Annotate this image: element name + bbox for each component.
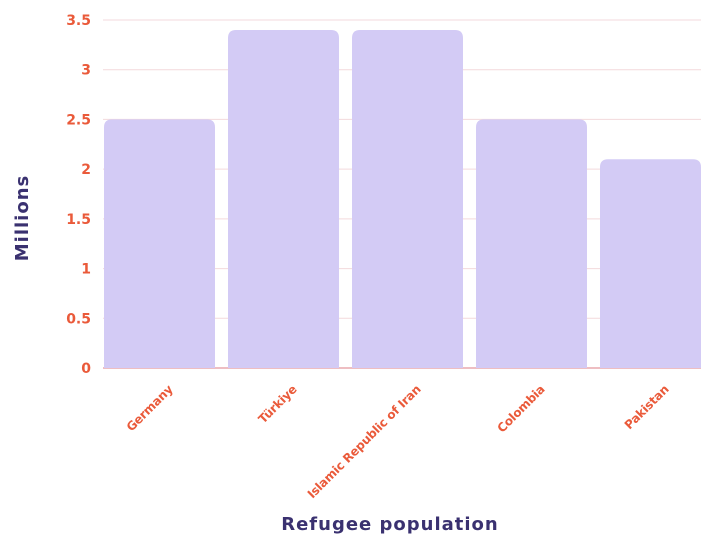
y-tick-label: 3 xyxy=(81,63,91,79)
y-tick-label: 3.5 xyxy=(66,13,91,29)
y-axis-ticks: 0 0.5 1 1.5 2 2.5 3 3.5 xyxy=(66,13,91,377)
bar xyxy=(104,119,215,368)
y-tick-label: 0.5 xyxy=(66,311,91,327)
bar xyxy=(476,119,587,368)
y-tick-label: 1 xyxy=(81,262,91,278)
x-axis-ticks: Germany Türkiye Islamic Republic of Iran Co… xyxy=(124,382,672,501)
y-tick-label: 0 xyxy=(81,361,91,377)
x-tick-label: Pakistan xyxy=(622,382,672,432)
bar xyxy=(228,29,339,368)
y-tick-label: 2 xyxy=(81,162,91,178)
x-tick-label: Germany xyxy=(124,382,176,434)
y-tick-label: 1.5 xyxy=(66,212,91,228)
bar xyxy=(600,159,701,368)
bar xyxy=(352,29,463,368)
y-tick-label: 2.5 xyxy=(66,112,91,128)
x-tick-label: Türkiye xyxy=(256,382,300,426)
x-axis-title: Refugee population xyxy=(281,514,499,535)
x-tick-label: Colombia xyxy=(494,382,547,435)
y-axis-title: Millions xyxy=(12,175,33,262)
x-tick-label: Islamic Republic of Iran xyxy=(305,382,424,501)
bars xyxy=(104,29,701,368)
